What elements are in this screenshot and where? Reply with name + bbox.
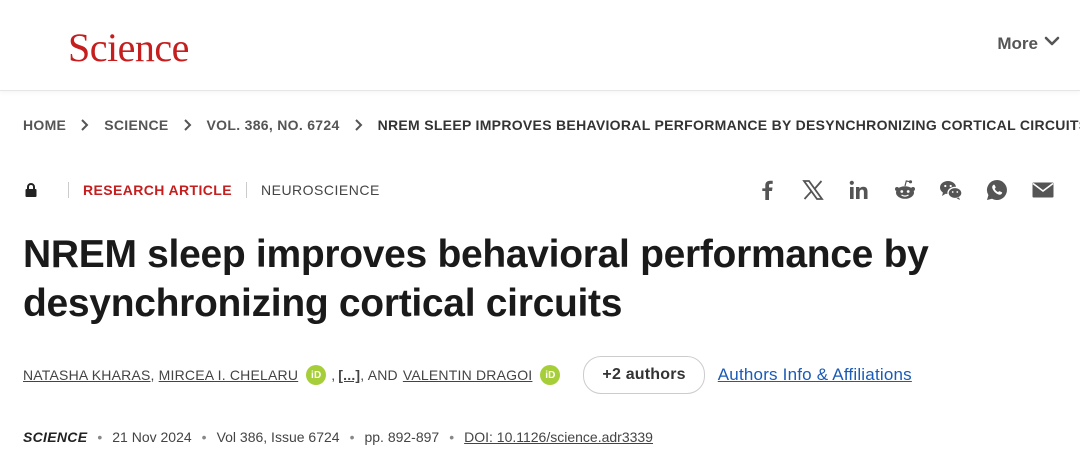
doi-link[interactable]: DOI: 10.1126/science.adr3339: [464, 429, 653, 445]
lock-icon: [24, 182, 38, 198]
publication-info: SCIENCE • 21 Nov 2024 • Vol 386, Issue 6…: [23, 429, 653, 445]
author-link[interactable]: MIRCEA I. CHELARU: [158, 367, 299, 383]
author-conjunction: , AND: [360, 367, 398, 383]
science-logo[interactable]: Science: [68, 25, 189, 70]
author-link[interactable]: NATASHA KHARAS: [23, 367, 151, 383]
article-subject[interactable]: NEUROSCIENCE: [261, 182, 380, 198]
breadcrumb-home[interactable]: HOME: [23, 117, 67, 133]
page-range: pp. 892-897: [364, 429, 440, 445]
more-label: More: [997, 33, 1038, 53]
volume-issue: Vol 386, Issue 6724: [216, 429, 340, 445]
divider: [246, 182, 247, 198]
email-icon[interactable]: [1030, 177, 1056, 203]
breadcrumb: HOME SCIENCE VOL. 386, NO. 6724 NREM SLE…: [23, 117, 1080, 133]
reddit-icon[interactable]: [892, 177, 918, 203]
expand-authors-link[interactable]: [...]: [338, 367, 361, 383]
separator-dot: •: [97, 429, 103, 445]
chevron-right-icon: [354, 119, 364, 131]
chevron-right-icon: [183, 119, 193, 131]
breadcrumb-issue[interactable]: VOL. 386, NO. 6724: [206, 117, 340, 133]
separator-dot: •: [201, 429, 207, 445]
wechat-icon[interactable]: [938, 177, 964, 203]
orcid-icon[interactable]: iD: [540, 365, 561, 385]
separator-dot: •: [349, 429, 355, 445]
article-meta-row: RESEARCH ARTICLE NEUROSCIENCE: [24, 178, 1056, 202]
linkedin-icon[interactable]: [846, 177, 872, 203]
chevron-right-icon: [80, 119, 90, 131]
site-header: Science More: [0, 0, 1080, 91]
author-link[interactable]: VALENTIN DRAGOI: [402, 367, 533, 383]
divider: [68, 182, 69, 198]
facebook-icon[interactable]: [754, 177, 780, 203]
breadcrumb-current-article: NREM SLEEP IMPROVES BEHAVIORAL PERFORMAN…: [377, 117, 1080, 133]
author-separator: ,: [331, 367, 336, 383]
orcid-icon[interactable]: iD: [306, 365, 327, 385]
article-title: NREM sleep improves behavioral performan…: [23, 233, 929, 325]
breadcrumb-science[interactable]: SCIENCE: [104, 117, 169, 133]
author-separator: ,: [150, 367, 155, 383]
journal-name: SCIENCE: [23, 429, 88, 445]
whatsapp-icon[interactable]: [984, 177, 1010, 203]
author-list: NATASHA KHARAS , MIRCEA I. CHELARU iD , …: [23, 356, 912, 394]
publication-date: 21 Nov 2024: [112, 429, 192, 445]
authors-affiliations-link[interactable]: Authors Info & Affiliations: [717, 365, 912, 384]
separator-dot: •: [449, 429, 455, 445]
article-type[interactable]: RESEARCH ARTICLE: [83, 182, 232, 198]
chevron-down-icon: [1044, 33, 1060, 54]
more-authors-button[interactable]: +2 authors: [583, 356, 705, 394]
x-icon[interactable]: [800, 177, 826, 203]
more-menu-button[interactable]: More: [997, 33, 1060, 54]
share-toolbar: [754, 177, 1056, 203]
